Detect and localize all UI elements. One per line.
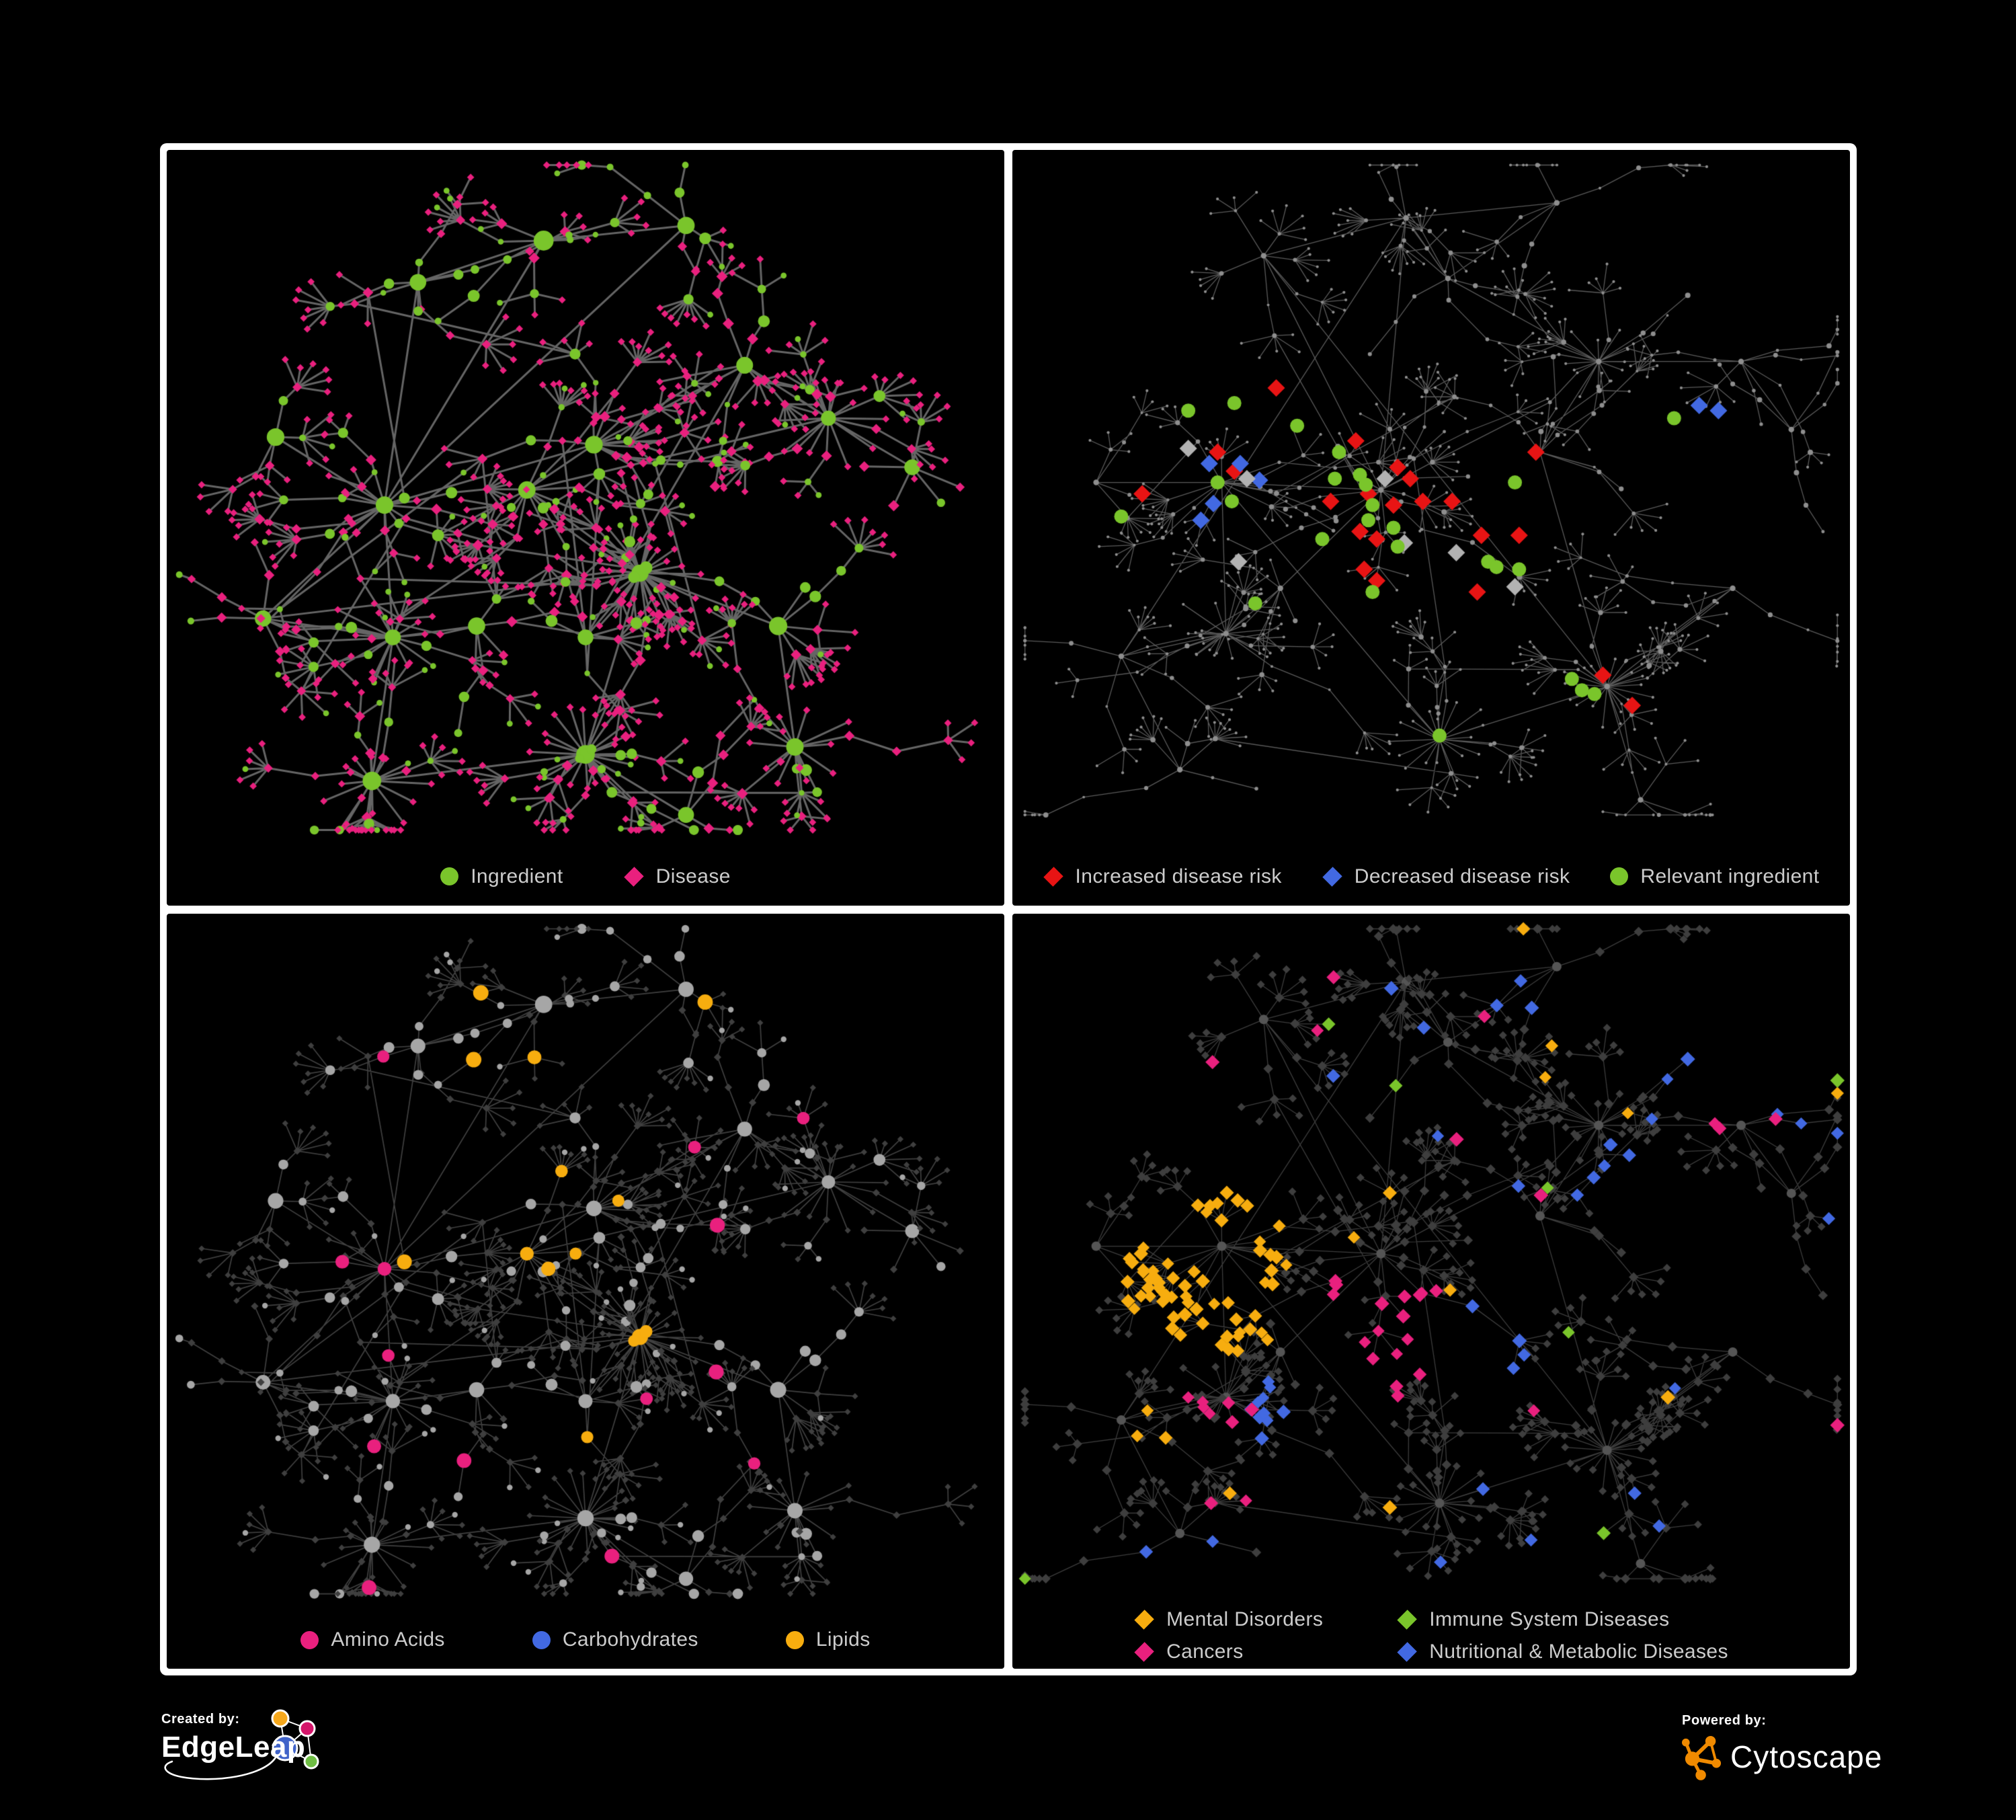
legend-item-lipids: Lipids xyxy=(785,1628,871,1651)
diamond-swatch-icon xyxy=(1134,1610,1154,1630)
legend-item-increased-disease-risk: Increased disease risk xyxy=(1043,865,1282,888)
legend-label: Carbohydrates xyxy=(562,1628,698,1651)
legend-item-ingredient: Ingredient xyxy=(440,865,563,888)
legend-label: Ingredient xyxy=(471,865,563,887)
diamond-swatch-icon xyxy=(1322,866,1342,887)
circle-swatch-icon xyxy=(785,1630,804,1649)
diamond-swatch-icon xyxy=(1397,1610,1417,1630)
disease-category-network-canvas xyxy=(1012,913,1850,1669)
cytoscape-logo-icon xyxy=(1682,1736,1722,1780)
created-by-block: Created by: EdgeLeap xyxy=(161,1706,370,1801)
cytoscape-wordmark: Cytoscape xyxy=(1730,1739,1883,1774)
legend-item-relevant-ingredient: Relevant ingredient xyxy=(1610,865,1819,888)
powered-by-label: Powered by: xyxy=(1682,1713,1767,1728)
legend-label: Nutritional & Metabolic Diseases xyxy=(1429,1640,1728,1663)
legend-item-immune-system-diseases: Immune System Diseases xyxy=(1397,1608,1728,1631)
legend-label: Cancers xyxy=(1166,1640,1244,1663)
powered-by-block: Powered by: Cytoscape xyxy=(1682,1708,1910,1788)
legend-label: Immune System Diseases xyxy=(1429,1608,1670,1630)
legend-label: Lipids xyxy=(815,1628,871,1651)
legend-disease-category: Mental Disorders Immune System Diseases Ca… xyxy=(1134,1608,1728,1663)
legend-label: Increased disease risk xyxy=(1075,865,1282,887)
circle-swatch-icon xyxy=(300,1630,319,1649)
legend-ingredient-disease: Ingredient Disease xyxy=(167,865,1004,888)
legend-item-cancers: Cancers xyxy=(1134,1640,1323,1663)
diamond-swatch-icon xyxy=(1134,1642,1154,1662)
legend-disease-risk: Increased disease risk Decreased disease … xyxy=(1012,865,1850,888)
legend-item-mental-disorders: Mental Disorders xyxy=(1134,1608,1323,1631)
legend-item-disease: Disease xyxy=(623,865,731,888)
legend-item-decreased-disease-risk: Decreased disease risk xyxy=(1322,865,1570,888)
legend-item-nutritional-metabolic-diseases: Nutritional & Metabolic Diseases xyxy=(1397,1640,1728,1663)
diamond-swatch-icon xyxy=(1397,1642,1417,1662)
disease-risk-network-canvas xyxy=(1012,150,1850,906)
panel-disease-risk: Increased disease risk Decreased disease … xyxy=(1012,150,1850,906)
edgeleap-logo-icon xyxy=(164,1709,319,1780)
diamond-swatch-icon xyxy=(1043,866,1063,887)
legend-label: Relevant ingredient xyxy=(1640,865,1820,887)
legend-label: Disease xyxy=(655,865,731,887)
legend-label: Mental Disorders xyxy=(1166,1608,1324,1630)
panel-ingredient-class: Amino Acids Carbohydrates Lipids xyxy=(167,913,1004,1669)
panel-disease-category: Mental Disorders Immune System Diseases Ca… xyxy=(1012,913,1850,1669)
legend-ingredient-class: Amino Acids Carbohydrates Lipids xyxy=(167,1628,1004,1651)
panel-ingredient-disease: Ingredient Disease xyxy=(167,150,1004,906)
panel-grid: Ingredient Disease Increased disease risk… xyxy=(160,143,1857,1675)
legend-item-amino-acids: Amino Acids xyxy=(300,1628,444,1651)
diamond-swatch-icon xyxy=(623,866,644,887)
circle-swatch-icon xyxy=(440,867,459,885)
legend-label: Decreased disease risk xyxy=(1354,865,1570,887)
legend-item-carbohydrates: Carbohydrates xyxy=(532,1628,698,1651)
ingredient-class-network-canvas xyxy=(167,913,1004,1669)
ingredient-disease-network-canvas xyxy=(167,150,1004,906)
circle-swatch-icon xyxy=(1610,867,1629,885)
created-by-label: Created by: xyxy=(161,1712,240,1727)
edgeleap-wordmark: EdgeLeap xyxy=(161,1731,306,1764)
circle-swatch-icon xyxy=(532,1630,551,1649)
legend-label: Amino Acids xyxy=(331,1628,445,1651)
